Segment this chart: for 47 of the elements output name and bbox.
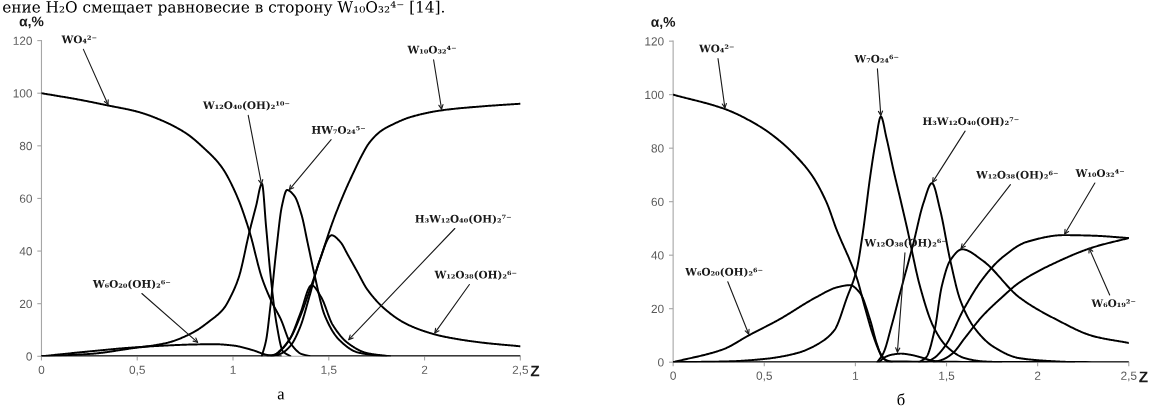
y-tick-label: 20: [19, 299, 32, 309]
y-tick-label: 120: [645, 37, 664, 46]
y-tick-label: 120: [13, 36, 32, 45]
annotation: WO₄²⁻: [698, 44, 734, 53]
text: ение H₂O смещает равновесие в сторону W₁₀O₃₂⁴⁻ [14].: [3, 0, 444, 16]
x-tick-label: 2: [421, 365, 428, 374]
annotation: W₁₂O₃₈(OH)₂⁶⁻: [976, 170, 1058, 181]
x-tick-label: 0,5: [756, 371, 772, 382]
x-tick-label: 2,5: [512, 365, 529, 376]
y-tick-label: 40: [19, 247, 32, 256]
text: б: [897, 393, 905, 406]
y-axis-title: α,%: [651, 17, 676, 29]
y-tick-label: 60: [19, 194, 32, 203]
annotation: W₆O₂₀(OH)₂⁶⁻: [92, 279, 171, 290]
x-tick-label: 1: [230, 365, 236, 374]
x-axis-title: Z: [1139, 371, 1148, 383]
annotation: W₆O₂₀(OH)₂⁶⁻: [685, 267, 763, 278]
annotation: H₃W₁₂O₄₀(OH)₂⁷⁻: [415, 214, 511, 225]
x-tick-label: 2: [1034, 371, 1041, 380]
annotation: H₃W₁₂O₄₀(OH)₂⁷⁻: [922, 117, 1019, 127]
x-axis-title: Z: [530, 365, 540, 377]
annotation: W₁₂O₃₈(OH)₂⁶⁻: [434, 270, 517, 281]
y-tick-label: 20: [651, 304, 664, 314]
x-tick-label: 0: [670, 371, 676, 380]
y-tick-label: 80: [651, 144, 664, 153]
y-axis-title: α,%: [19, 16, 44, 29]
x-tick-label: 1,5: [321, 365, 337, 376]
x-tick-label: 1,5: [939, 371, 955, 382]
annotation: W₁₀O₃₂⁴⁻: [407, 45, 456, 54]
y-tick-label: 100: [13, 89, 32, 98]
y-tick-label: 0: [26, 352, 32, 361]
annotation: WO₄²⁻: [61, 35, 97, 44]
annotation: W₁₀O₃₂⁴⁻: [1075, 169, 1125, 178]
text: а: [277, 391, 285, 400]
annotation: W₁₂O₄₀(OH)₂¹⁰⁻: [202, 101, 290, 111]
y-tick-label: 80: [19, 141, 32, 151]
y-tick-label: 60: [651, 197, 664, 207]
x-tick-label: 2,5: [1121, 371, 1137, 382]
y-tick-label: 100: [645, 90, 664, 100]
y-tick-label: 40: [651, 251, 664, 260]
annotation: HW₇O₂₄⁵⁻: [311, 125, 366, 134]
x-tick-label: 1: [853, 371, 859, 380]
x-tick-label: 0: [38, 365, 45, 374]
y-tick-label: 0: [658, 358, 664, 367]
annotation: W₇O₂₄⁶⁻: [854, 54, 899, 63]
annotation: W₆O₁₉²⁻: [1091, 299, 1136, 308]
x-tick-label: 0,5: [129, 365, 145, 376]
